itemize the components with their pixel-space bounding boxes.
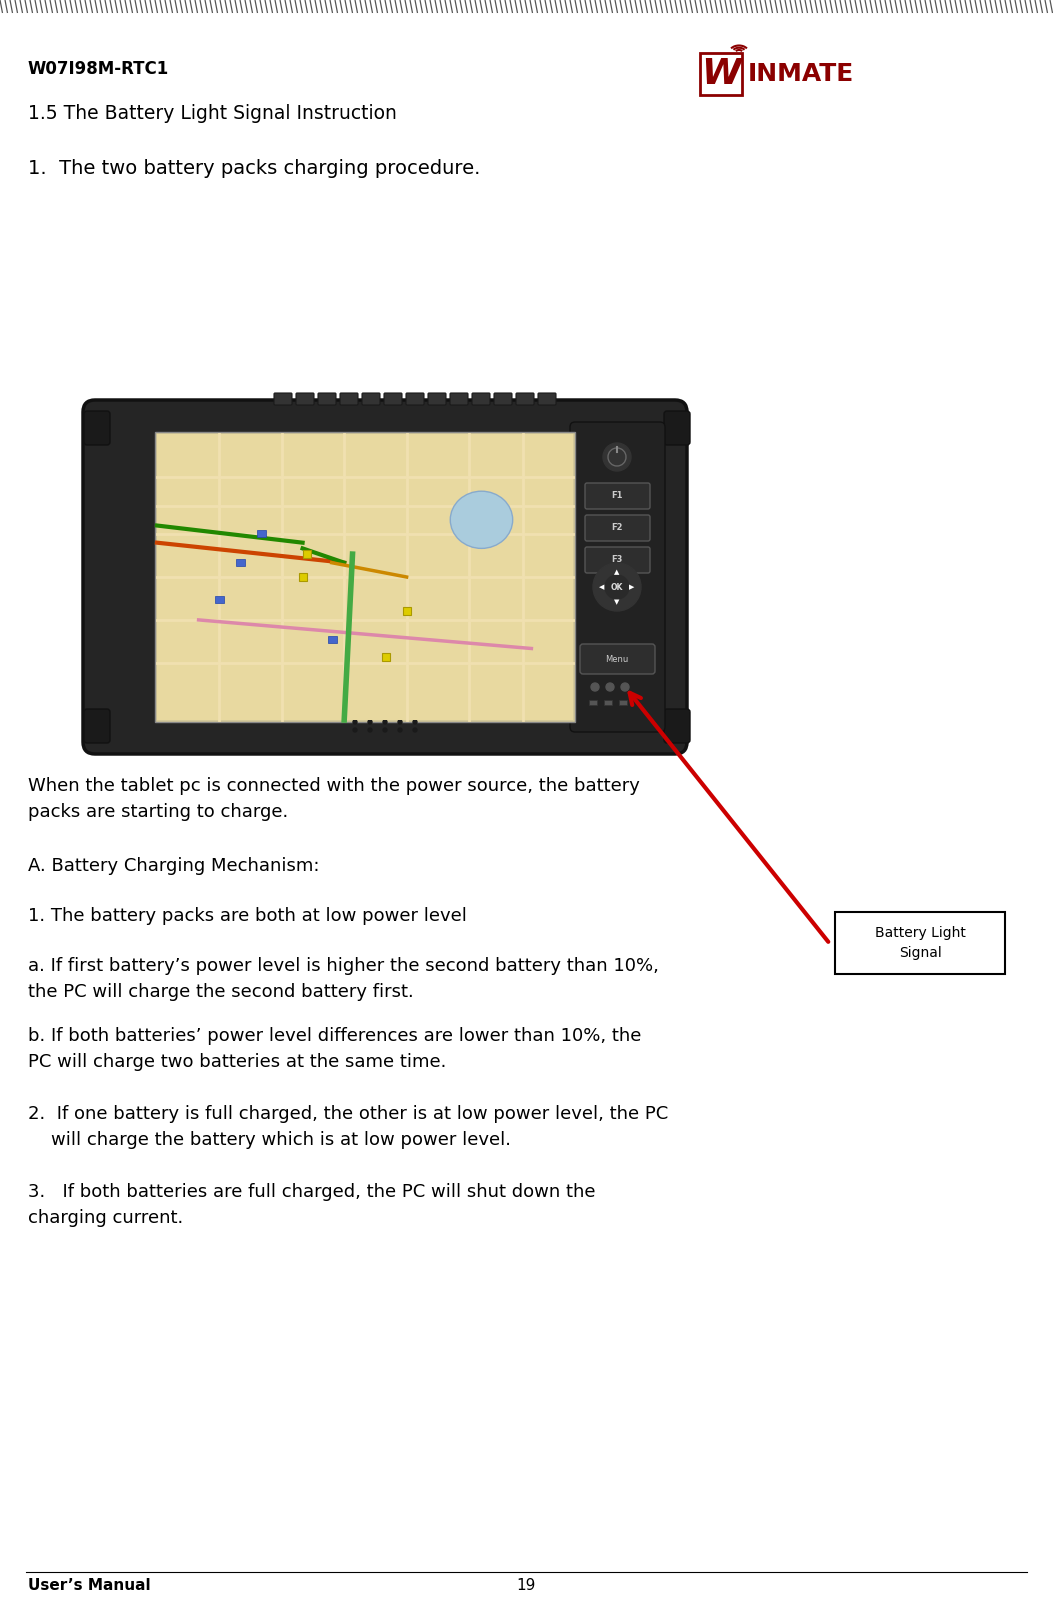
Text: When the tablet pc is connected with the power source, the battery
packs are sta: When the tablet pc is connected with the… <box>28 777 640 821</box>
FancyBboxPatch shape <box>664 709 690 743</box>
FancyBboxPatch shape <box>580 644 655 675</box>
FancyBboxPatch shape <box>494 393 512 406</box>
FancyBboxPatch shape <box>585 483 650 509</box>
FancyBboxPatch shape <box>406 393 424 406</box>
Bar <box>303 550 311 558</box>
FancyBboxPatch shape <box>362 393 380 406</box>
FancyBboxPatch shape <box>835 912 1005 973</box>
Circle shape <box>353 720 357 723</box>
Text: b. If both batteries’ power level differences are lower than 10%, the
PC will ch: b. If both batteries’ power level differ… <box>28 1027 641 1071</box>
Circle shape <box>413 720 417 723</box>
Text: 19: 19 <box>516 1578 536 1593</box>
Circle shape <box>367 720 372 723</box>
Circle shape <box>398 712 402 715</box>
FancyBboxPatch shape <box>585 516 650 542</box>
FancyBboxPatch shape <box>664 410 690 444</box>
FancyBboxPatch shape <box>274 393 292 406</box>
FancyBboxPatch shape <box>83 401 687 754</box>
Circle shape <box>413 712 417 715</box>
Text: 1.  The two battery packs charging procedure.: 1. The two battery packs charging proced… <box>28 159 480 178</box>
Bar <box>155 431 575 722</box>
Bar <box>257 530 266 537</box>
Bar <box>157 435 573 720</box>
FancyBboxPatch shape <box>84 410 110 444</box>
Circle shape <box>353 728 357 732</box>
Circle shape <box>593 563 641 611</box>
Text: ◀: ◀ <box>599 584 604 590</box>
Text: 1. The battery packs are both at low power level: 1. The battery packs are both at low pow… <box>28 907 466 925</box>
Text: F2: F2 <box>611 524 622 532</box>
Bar <box>327 636 337 642</box>
Circle shape <box>353 712 357 715</box>
Circle shape <box>605 576 629 599</box>
Circle shape <box>621 683 629 691</box>
Bar <box>299 573 306 581</box>
Text: 1.5 The Battery Light Signal Instruction: 1.5 The Battery Light Signal Instruction <box>28 104 397 123</box>
FancyBboxPatch shape <box>538 393 556 406</box>
Bar <box>402 607 411 615</box>
FancyBboxPatch shape <box>516 393 534 406</box>
FancyBboxPatch shape <box>318 393 336 406</box>
Circle shape <box>383 728 388 732</box>
Circle shape <box>367 712 372 715</box>
Text: Battery Light
Signal: Battery Light Signal <box>875 926 966 960</box>
Circle shape <box>367 728 372 732</box>
Text: ▶: ▶ <box>630 584 635 590</box>
Bar <box>382 654 390 662</box>
Circle shape <box>591 683 599 691</box>
FancyBboxPatch shape <box>472 393 490 406</box>
Text: A. Battery Charging Mechanism:: A. Battery Charging Mechanism: <box>28 856 319 874</box>
Bar <box>236 558 245 566</box>
Text: User’s Manual: User’s Manual <box>28 1578 151 1593</box>
Text: ▲: ▲ <box>614 569 619 576</box>
FancyBboxPatch shape <box>700 54 742 96</box>
Circle shape <box>603 443 631 470</box>
Text: OK: OK <box>611 582 623 592</box>
Text: INMATE: INMATE <box>748 62 854 86</box>
Circle shape <box>383 712 388 715</box>
FancyBboxPatch shape <box>428 393 446 406</box>
Bar <box>589 701 597 706</box>
Text: ▼: ▼ <box>614 599 619 605</box>
Text: F1: F1 <box>611 491 622 501</box>
Text: 3.   If both batteries are full charged, the PC will shut down the
charging curr: 3. If both batteries are full charged, t… <box>28 1182 596 1226</box>
Text: a. If first battery’s power level is higher the second battery than 10%,
the PC : a. If first battery’s power level is hig… <box>28 957 659 1001</box>
Text: 2.  If one battery is full charged, the other is at low power level, the PC
    : 2. If one battery is full charged, the o… <box>28 1105 669 1148</box>
FancyBboxPatch shape <box>585 547 650 573</box>
Text: W07I98M-RTC1: W07I98M-RTC1 <box>28 60 170 78</box>
Bar <box>216 595 224 603</box>
Ellipse shape <box>451 491 513 548</box>
Text: Menu: Menu <box>605 655 629 663</box>
FancyBboxPatch shape <box>84 709 110 743</box>
Text: F3: F3 <box>612 555 622 564</box>
FancyBboxPatch shape <box>450 393 468 406</box>
FancyBboxPatch shape <box>296 393 314 406</box>
Bar <box>604 701 612 706</box>
Circle shape <box>398 720 402 723</box>
Circle shape <box>605 683 614 691</box>
Circle shape <box>413 728 417 732</box>
Bar <box>619 701 627 706</box>
FancyBboxPatch shape <box>340 393 358 406</box>
FancyBboxPatch shape <box>570 422 665 732</box>
Text: W: W <box>701 57 741 91</box>
Circle shape <box>383 720 388 723</box>
Circle shape <box>398 728 402 732</box>
FancyBboxPatch shape <box>384 393 402 406</box>
